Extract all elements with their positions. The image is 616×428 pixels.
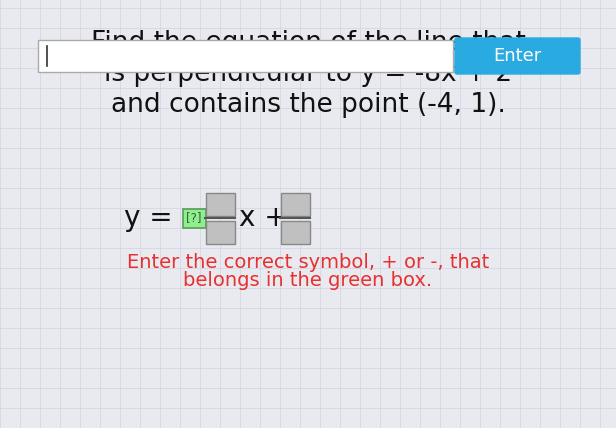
FancyBboxPatch shape bbox=[280, 220, 309, 244]
FancyBboxPatch shape bbox=[280, 193, 309, 216]
FancyBboxPatch shape bbox=[182, 208, 206, 228]
Text: x +: x + bbox=[239, 204, 296, 232]
FancyBboxPatch shape bbox=[206, 193, 235, 216]
Text: and contains the point (-4, 1).: and contains the point (-4, 1). bbox=[110, 92, 506, 118]
Text: [?]: [?] bbox=[186, 211, 202, 225]
Text: Enter: Enter bbox=[493, 47, 541, 65]
Text: is perpendicular to y = -8x + 2: is perpendicular to y = -8x + 2 bbox=[104, 61, 512, 87]
Text: Find the equation of the line that: Find the equation of the line that bbox=[91, 30, 525, 56]
Text: belongs in the green box.: belongs in the green box. bbox=[184, 270, 432, 289]
Text: Enter the correct symbol, + or -, that: Enter the correct symbol, + or -, that bbox=[127, 253, 489, 273]
Bar bbox=[38, 40, 453, 72]
Text: y =: y = bbox=[124, 204, 182, 232]
FancyBboxPatch shape bbox=[206, 220, 235, 244]
FancyBboxPatch shape bbox=[455, 38, 580, 74]
